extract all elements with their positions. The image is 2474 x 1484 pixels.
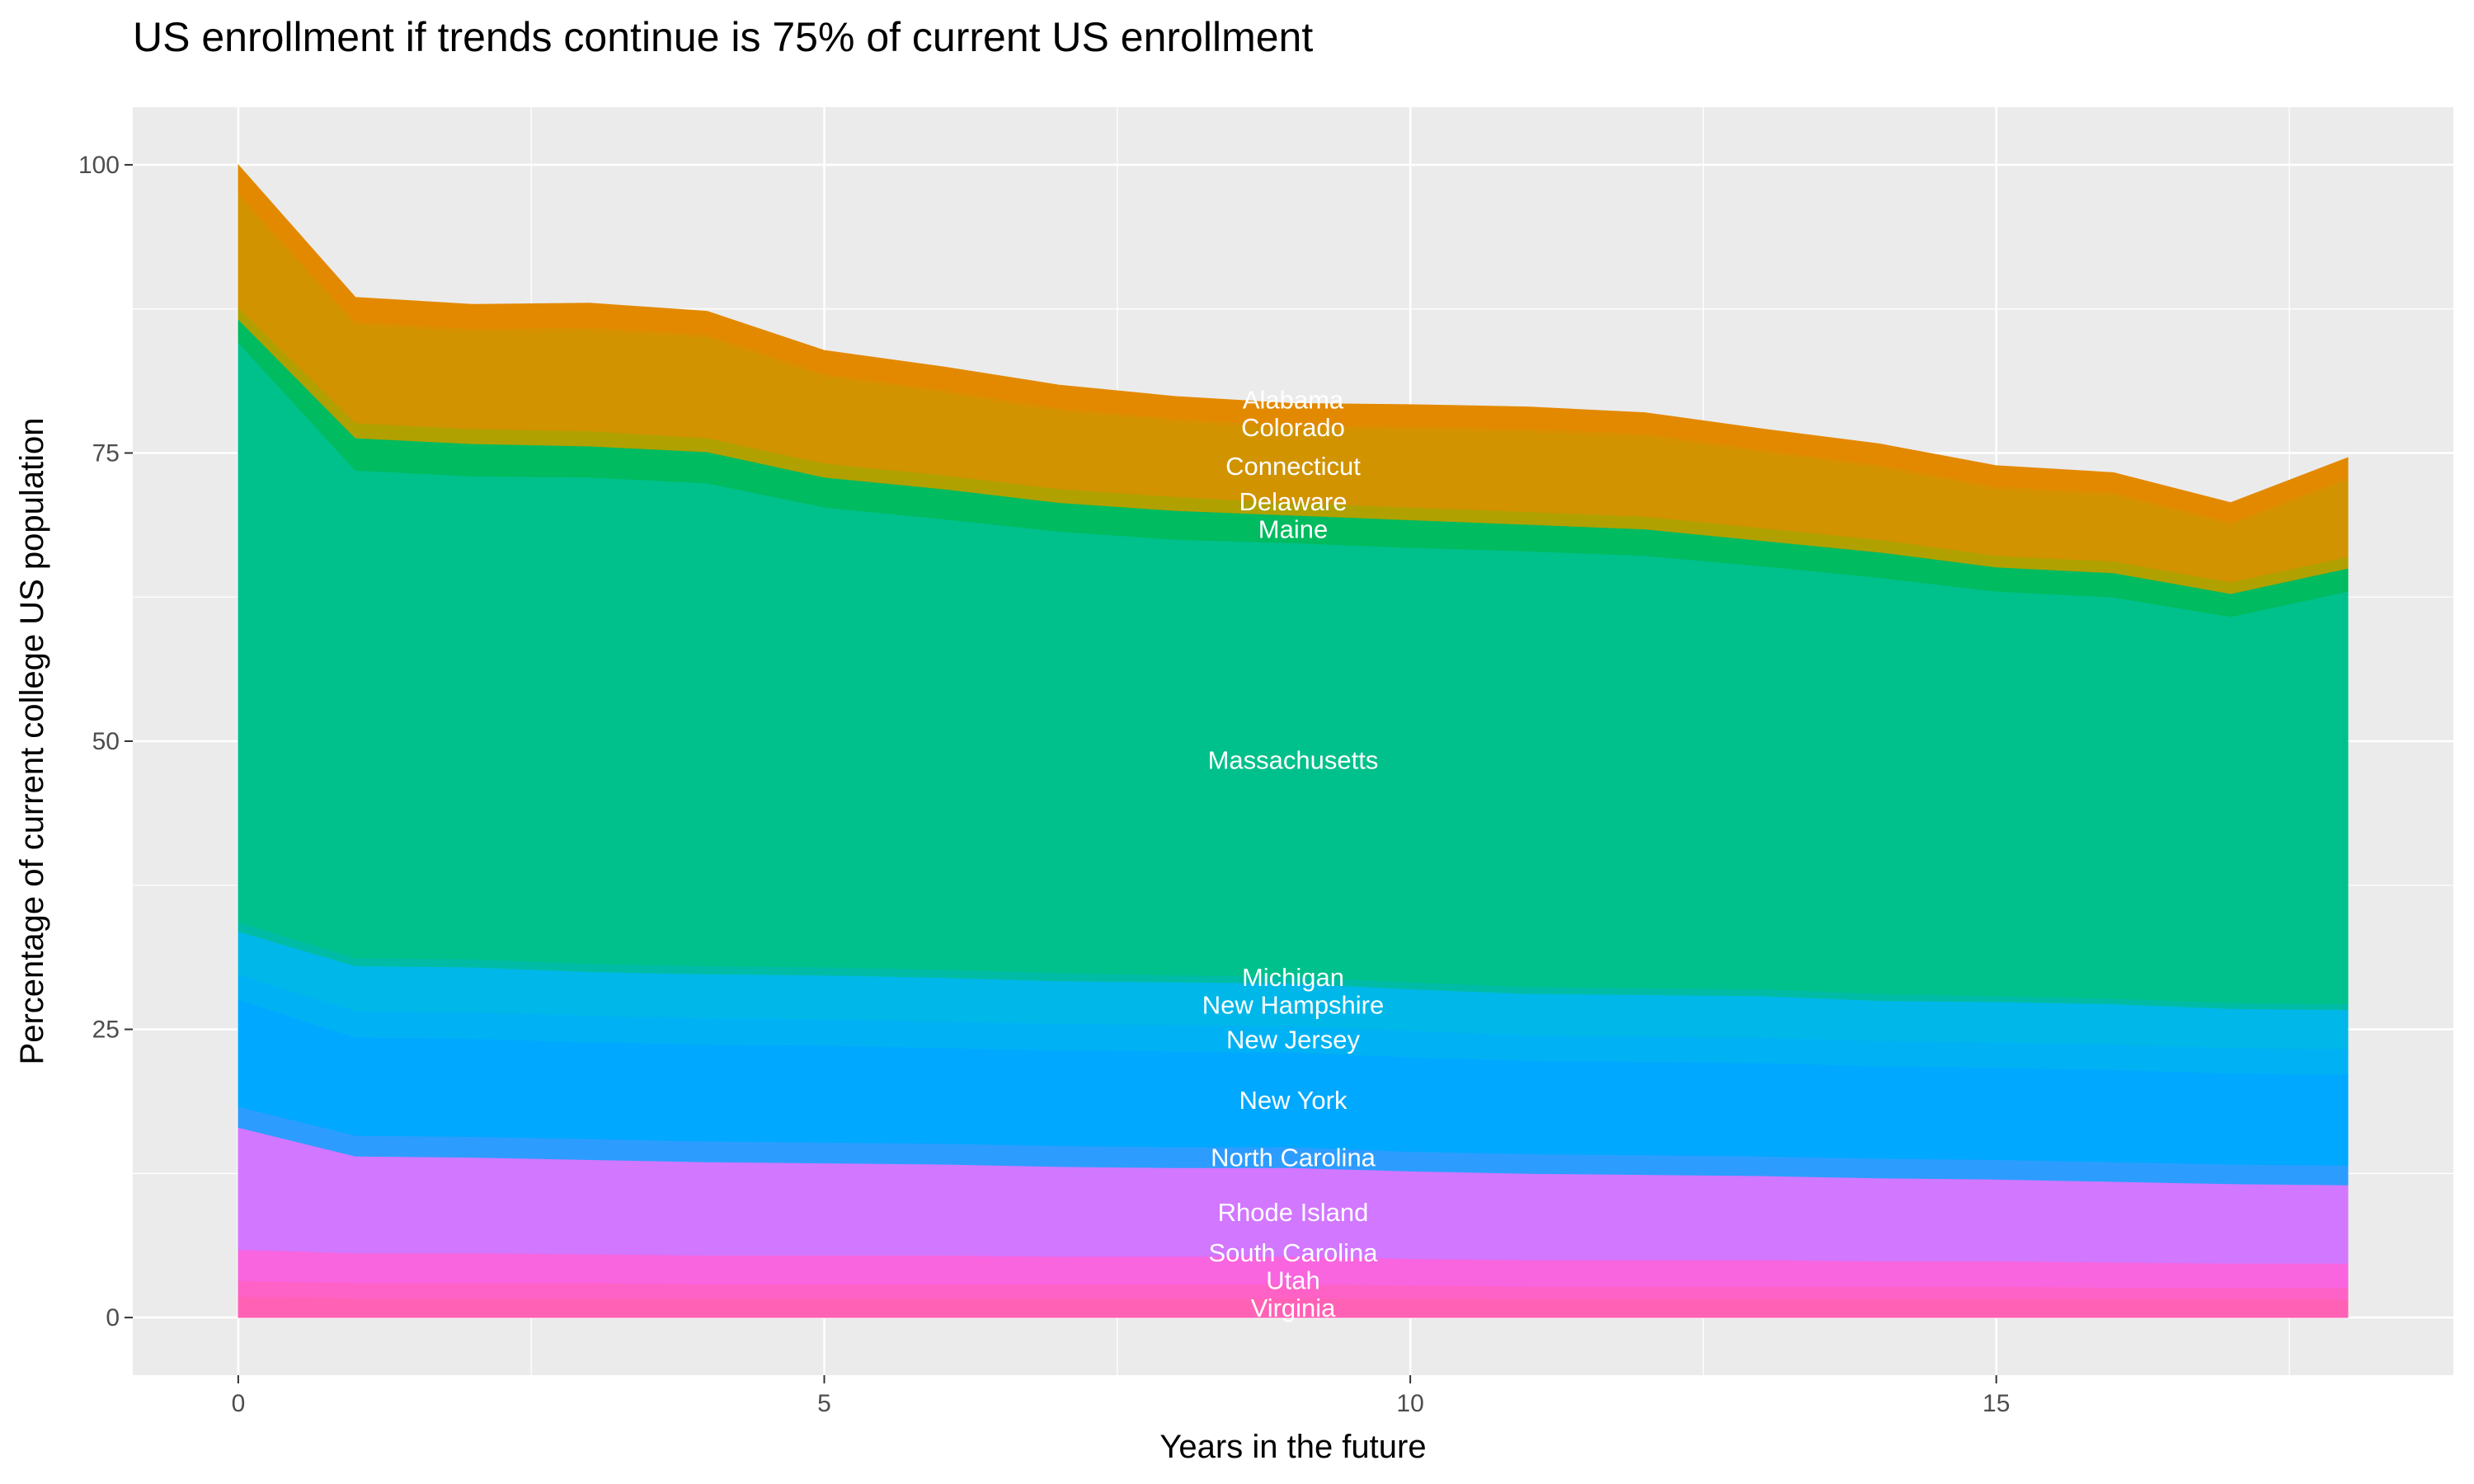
y-axis-title: Percentage of current college US populat… [14, 418, 50, 1065]
x-tick-label: 5 [817, 1390, 831, 1417]
series-label: North Carolina [1211, 1144, 1376, 1172]
x-tick-label: 0 [232, 1390, 246, 1417]
x-tick-label: 15 [1982, 1390, 2010, 1417]
series-label: New York [1239, 1086, 1348, 1115]
chart-title: US enrollment if trends continue is 75% … [133, 14, 1313, 60]
series-label: Utah [1266, 1266, 1319, 1295]
series-label: Virginia [1251, 1294, 1337, 1322]
series-label: New Jersey [1226, 1025, 1360, 1054]
series-label: Massachusetts [1208, 745, 1379, 774]
series-label: Rhode Island [1218, 1198, 1369, 1227]
y-tick-label: 50 [92, 728, 120, 755]
series-label: New Hampshire [1202, 990, 1385, 1019]
series-label: Michigan [1242, 963, 1344, 992]
y-tick-label: 100 [78, 152, 120, 179]
series-label: Connecticut [1225, 452, 1361, 481]
y-tick-label: 0 [106, 1304, 120, 1331]
y-axis-ticks: 0 25 50 75 100 [78, 152, 133, 1331]
x-axis-title: Years in the future [1159, 1429, 1426, 1465]
series-label: South Carolina [1208, 1238, 1378, 1267]
series-label: Maine [1258, 515, 1328, 544]
series-label: Colorado [1241, 413, 1345, 442]
x-tick-label: 10 [1396, 1390, 1423, 1417]
area-layers [238, 163, 2349, 1318]
series-label: Delaware [1239, 487, 1348, 516]
series-label: Alabama [1243, 385, 1344, 414]
y-tick-label: 75 [92, 439, 120, 467]
y-tick-label: 25 [92, 1017, 120, 1044]
x-axis-ticks: 0 5 10 15 [232, 1375, 2010, 1417]
area-alabama [238, 163, 2349, 523]
